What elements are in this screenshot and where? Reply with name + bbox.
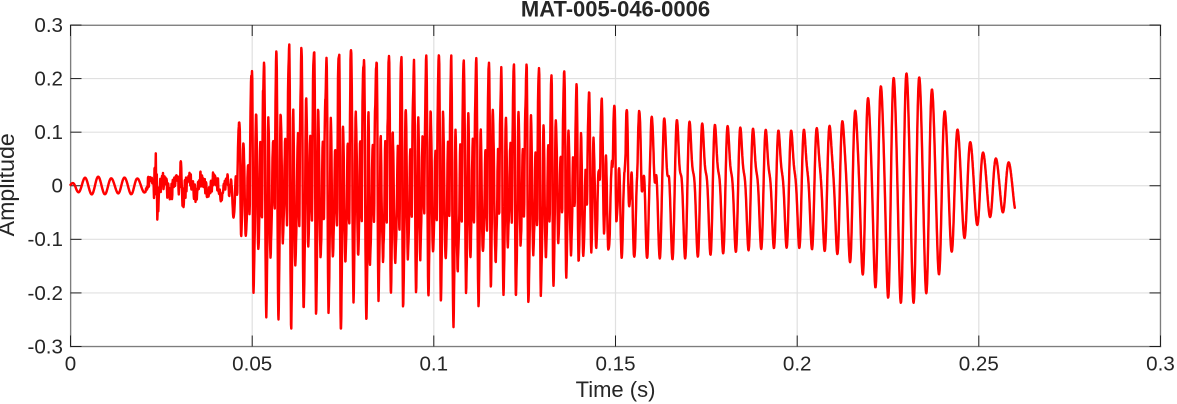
svg-text:-0.2: -0.2: [28, 282, 64, 305]
svg-text:0.15: 0.15: [595, 353, 635, 376]
svg-text:0.25: 0.25: [959, 353, 999, 376]
svg-text:-0.1: -0.1: [28, 228, 64, 251]
svg-text:0.05: 0.05: [232, 353, 272, 376]
svg-text:0.2: 0.2: [34, 67, 63, 90]
svg-text:0.1: 0.1: [419, 353, 448, 376]
svg-text:0: 0: [52, 175, 63, 198]
svg-text:0.3: 0.3: [34, 14, 63, 37]
svg-text:Time (s): Time (s): [576, 377, 656, 402]
svg-text:0.1: 0.1: [34, 121, 63, 144]
svg-text:MAT-005-046-0006: MAT-005-046-0006: [521, 0, 710, 22]
svg-text:0.2: 0.2: [783, 353, 812, 376]
svg-text:0: 0: [65, 353, 76, 376]
svg-text:Amplitude: Amplitude: [0, 133, 19, 236]
svg-text:0.3: 0.3: [1146, 353, 1175, 376]
svg-text:-0.3: -0.3: [28, 335, 64, 358]
